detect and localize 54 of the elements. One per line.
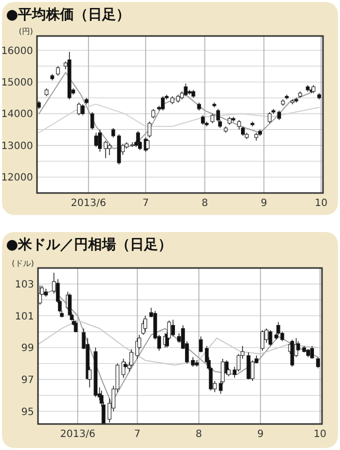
line-series bbox=[38, 104, 320, 134]
candlestick bbox=[77, 102, 81, 116]
candlestick bbox=[268, 112, 272, 124]
y-tick-label: 103 bbox=[14, 279, 34, 290]
candlestick bbox=[143, 315, 148, 332]
candlestick bbox=[129, 348, 134, 368]
y-axis-title: (円) bbox=[18, 27, 33, 36]
candlestick bbox=[246, 352, 250, 380]
candlestick bbox=[191, 356, 195, 368]
candlestick bbox=[160, 96, 165, 111]
x-tick-label: 7 bbox=[134, 429, 140, 440]
candlestick bbox=[198, 336, 203, 353]
y-tick-label: 15000 bbox=[1, 77, 33, 88]
candlestick bbox=[184, 83, 188, 97]
y-tick-label: 13000 bbox=[1, 140, 33, 152]
candlestick bbox=[290, 339, 294, 368]
x-tick-label: 2013/6 bbox=[60, 429, 96, 440]
candlestick bbox=[90, 112, 94, 130]
y-tick-label: 99 bbox=[21, 343, 34, 354]
candlestick bbox=[56, 66, 60, 76]
candlestick bbox=[316, 356, 320, 369]
y-tick-label: 14000 bbox=[1, 109, 33, 120]
chart-title: ●米ドル／円相場（日足） bbox=[6, 237, 172, 253]
x-tick-label: 2013/6 bbox=[70, 198, 106, 209]
y-tick-label: 12000 bbox=[1, 172, 33, 184]
candlestick bbox=[94, 132, 98, 148]
candlestick bbox=[268, 330, 272, 346]
line-series bbox=[38, 72, 314, 150]
candlestick bbox=[310, 346, 314, 360]
x-tick-label: 8 bbox=[202, 198, 208, 209]
x-tick-label: 10 bbox=[314, 198, 328, 209]
x-tick-label: 10 bbox=[314, 429, 326, 440]
candlestick bbox=[146, 138, 150, 151]
candlestick bbox=[74, 320, 78, 333]
x-tick-label: 8 bbox=[196, 429, 202, 440]
candlestick bbox=[80, 104, 85, 116]
candlestick bbox=[151, 108, 156, 119]
candlestick bbox=[200, 114, 205, 126]
y-axis-title: (ドル) bbox=[12, 259, 34, 268]
x-tick-label: 9 bbox=[257, 429, 264, 440]
line-series bbox=[38, 320, 319, 366]
y-tick-label: 97 bbox=[21, 374, 34, 386]
x-tick-label: 9 bbox=[260, 198, 268, 209]
candlestick bbox=[111, 128, 116, 138]
candlestick bbox=[260, 330, 264, 352]
y-tick-label: 16000 bbox=[1, 46, 33, 57]
x-tick-label: 7 bbox=[142, 198, 149, 209]
candlestick bbox=[68, 293, 72, 316]
candlestick bbox=[148, 121, 152, 138]
chart-title: ●平均株価（日足） bbox=[6, 7, 130, 23]
candlestick bbox=[108, 143, 112, 156]
y-tick-label: 101 bbox=[14, 311, 34, 322]
y-tick-label: 95 bbox=[21, 406, 34, 418]
candlestick bbox=[171, 319, 175, 337]
